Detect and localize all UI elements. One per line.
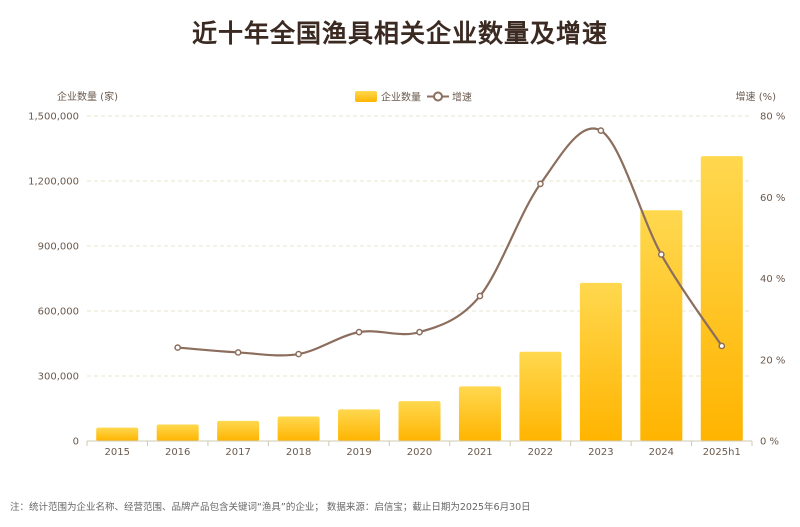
y-right-tick-label: 0 % (760, 437, 779, 448)
x-tick-label-2025h1: 2025h1 (703, 447, 741, 458)
bar-2016 (156, 424, 199, 441)
y-left-tick-label: 900,000 (38, 242, 79, 253)
bar-2020 (398, 401, 441, 441)
growth-point-2025h1 (718, 342, 726, 350)
x-tick-label-2021: 2021 (467, 447, 492, 458)
bar-2019 (338, 409, 381, 441)
legend-swatch-bar (355, 91, 377, 102)
chart-title: 近十年全国渔具相关企业数量及增速 (191, 19, 608, 48)
legend-label-line: 增速 (452, 91, 472, 104)
bar-2015 (96, 427, 139, 441)
x-tick-label-2019: 2019 (346, 447, 371, 458)
bar-2025h1 (700, 156, 743, 442)
x-tick-label-2018: 2018 (286, 447, 311, 458)
growth-point-2020 (416, 328, 423, 336)
x-tick-label-2015: 2015 (105, 447, 130, 458)
y-left-tick-label: 1,500,000 (28, 112, 79, 123)
growth-point-2018 (295, 350, 302, 358)
bar-2021 (458, 386, 501, 441)
y-right-tick-label: 40 % (760, 274, 785, 285)
x-tick-label-2016: 2016 (165, 447, 190, 458)
growth-point-2019 (355, 328, 363, 336)
bar-2017 (217, 420, 260, 441)
bar-2023 (579, 282, 622, 441)
y-left-tick-label: 300,000 (38, 372, 79, 383)
bar-2024 (640, 210, 683, 441)
x-tick-label-2017: 2017 (225, 447, 250, 458)
y-left-tick-label: 1,200,000 (28, 177, 79, 188)
x-tick-label-2024: 2024 (649, 447, 674, 458)
growth-point-2023 (597, 127, 605, 134)
growth-line (177, 127, 723, 357)
y-left-axis-title: 企业数量 (家) (57, 90, 118, 103)
growth-point-2024 (657, 251, 665, 258)
y-right-tick-label: 20 % (760, 355, 785, 366)
y-right-axis-title: 增速 (%) (736, 90, 777, 103)
growth-point-2021 (476, 292, 484, 300)
y-left-tick-label: 0 (73, 437, 79, 448)
x-tick-label-2022: 2022 (528, 447, 553, 458)
growth-point-2022 (537, 180, 544, 188)
growth-point-2017 (234, 349, 242, 356)
legend-swatch-line-marker (433, 91, 443, 102)
y-left-tick-label: 600,000 (38, 307, 79, 318)
y-right-tick-label: 60 % (760, 193, 785, 204)
bar-2022 (519, 351, 562, 441)
bar-2018 (277, 416, 320, 441)
legend-label-bar: 企业数量 (381, 91, 421, 104)
footnote: 注：统计范围为企业名称、经营范围、品牌产品包含关键词“渔具”的企业； 数据来源：… (10, 502, 531, 513)
x-tick-label-2023: 2023 (588, 447, 613, 458)
y-right-tick-label: 80 % (760, 112, 785, 123)
x-tick-label-2020: 2020 (407, 447, 432, 458)
growth-point-2016 (174, 344, 182, 351)
